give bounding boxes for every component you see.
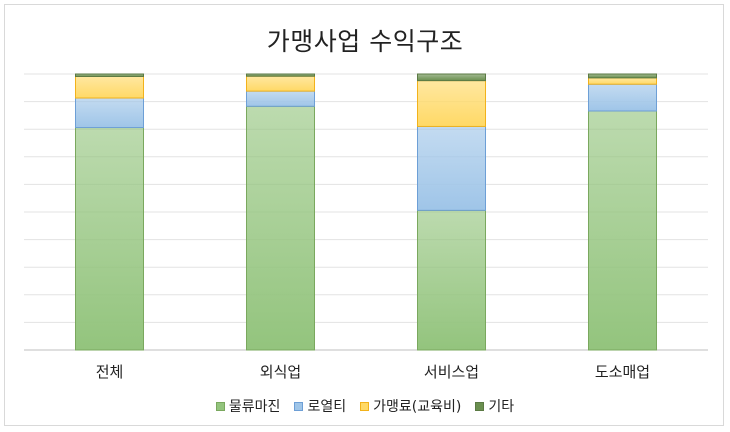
bar-segment [75,73,144,77]
x-tick-label: 외식업 [260,363,301,381]
bars [75,73,657,351]
bar-segment [246,73,315,77]
x-tick-label: 전체 [96,363,124,381]
bar-segment [417,73,486,82]
x-tick-label: 도소매업 [595,363,650,381]
bar-segment [588,110,657,351]
legend-label: 가맹료(교육비) [373,399,462,415]
bar-segment [417,125,486,211]
bar-segment [75,75,144,99]
legend: 물류마진 로열티 가맹료(교육비) 기타 [0,396,730,416]
legend-entry: 기타 [475,396,514,416]
bar-segment [417,209,486,351]
legend-entry: 가맹료(교육비) [360,396,461,416]
bar-segment [588,83,657,112]
legend-swatch [294,401,304,411]
legend-label: 기타 [488,399,515,415]
x-tick-label: 서비스업 [424,363,479,381]
legend-swatch [475,401,485,411]
legend-swatch [360,401,370,411]
legend-label: 물류마진 [228,399,281,415]
legend-label: 로열티 [307,399,347,415]
legend-entry: 물류마진 [215,396,281,416]
bar-segment [246,90,315,107]
chart-title: 가맹사업 수익구조 [266,27,464,56]
bar-segment [588,73,657,79]
bar-segment [75,127,144,351]
bar-segment [588,77,657,85]
bar-segment [75,97,144,129]
legend-swatch [215,401,225,411]
x-tick-labels: 전체 외식업 서비스업 도소매업 [96,363,650,381]
bar-segment [417,80,486,127]
bar-segment [246,75,315,92]
bar-segment [246,105,315,351]
legend-entry: 로열티 [294,396,346,416]
